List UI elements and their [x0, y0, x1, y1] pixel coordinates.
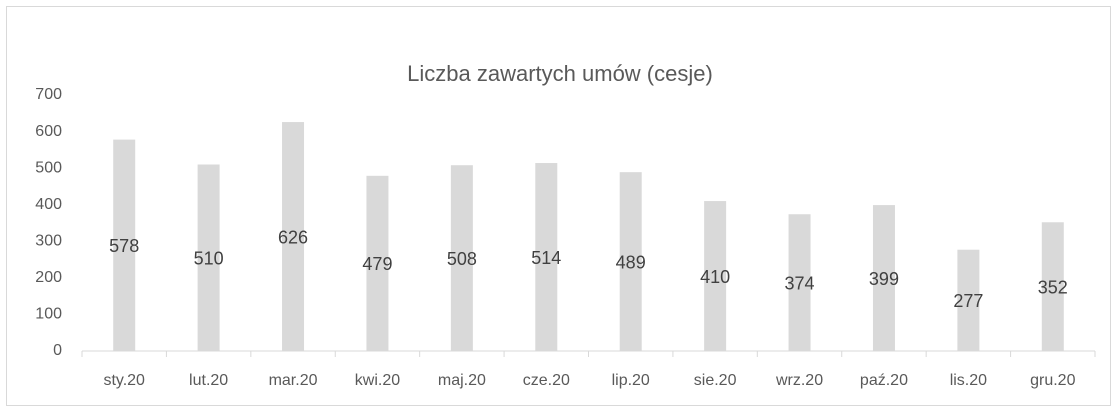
- data-label: 514: [531, 248, 561, 268]
- data-label: 510: [194, 248, 224, 268]
- x-tick-label: maj.20: [438, 372, 486, 389]
- chart-frame: [6, 6, 1111, 406]
- data-label: 374: [785, 273, 815, 293]
- data-label: 399: [869, 269, 899, 289]
- y-tick-label: 500: [35, 159, 62, 176]
- x-tick-label: mar.20: [269, 372, 318, 389]
- x-tick-label: sie.20: [694, 372, 737, 389]
- y-tick-label: 0: [53, 342, 62, 359]
- x-tick-label: cze.20: [523, 372, 570, 389]
- x-tick-label: lut.20: [189, 372, 228, 389]
- bar: [282, 122, 305, 351]
- chart-title: Liczba zawartych umów (cesje): [407, 61, 713, 86]
- bar: [366, 175, 389, 351]
- bar: [535, 163, 558, 351]
- bar: [788, 214, 811, 351]
- data-label: 352: [1038, 277, 1068, 297]
- x-tick-label: kwi.20: [355, 372, 400, 389]
- bar: [619, 172, 642, 351]
- y-tick-label: 300: [35, 233, 62, 250]
- data-label: 508: [447, 249, 477, 269]
- x-tick-label: lis.20: [950, 372, 987, 389]
- y-tick-label: 400: [35, 196, 62, 213]
- x-tick-label: lip.20: [612, 372, 650, 389]
- bar: [1041, 222, 1064, 351]
- bar: [957, 249, 980, 351]
- x-tick-label: gru.20: [1030, 372, 1075, 389]
- x-tick-label: sty.20: [103, 372, 145, 389]
- x-tick-label: wrz.20: [775, 372, 823, 389]
- y-tick-label: 600: [35, 123, 62, 140]
- bar: [872, 205, 895, 351]
- y-tick-label: 200: [35, 269, 62, 286]
- data-label: 578: [109, 236, 139, 256]
- y-tick-label: 100: [35, 306, 62, 323]
- bar: [450, 165, 473, 351]
- bar: [197, 164, 220, 351]
- data-label: 479: [362, 254, 392, 274]
- bar: [704, 201, 727, 351]
- y-tick-label: 700: [35, 86, 62, 103]
- data-label: 626: [278, 227, 308, 247]
- bar: [113, 139, 136, 351]
- data-label: 489: [616, 252, 646, 272]
- x-tick-label: paź.20: [860, 372, 908, 389]
- data-label: 410: [700, 267, 730, 287]
- data-label: 277: [953, 291, 983, 311]
